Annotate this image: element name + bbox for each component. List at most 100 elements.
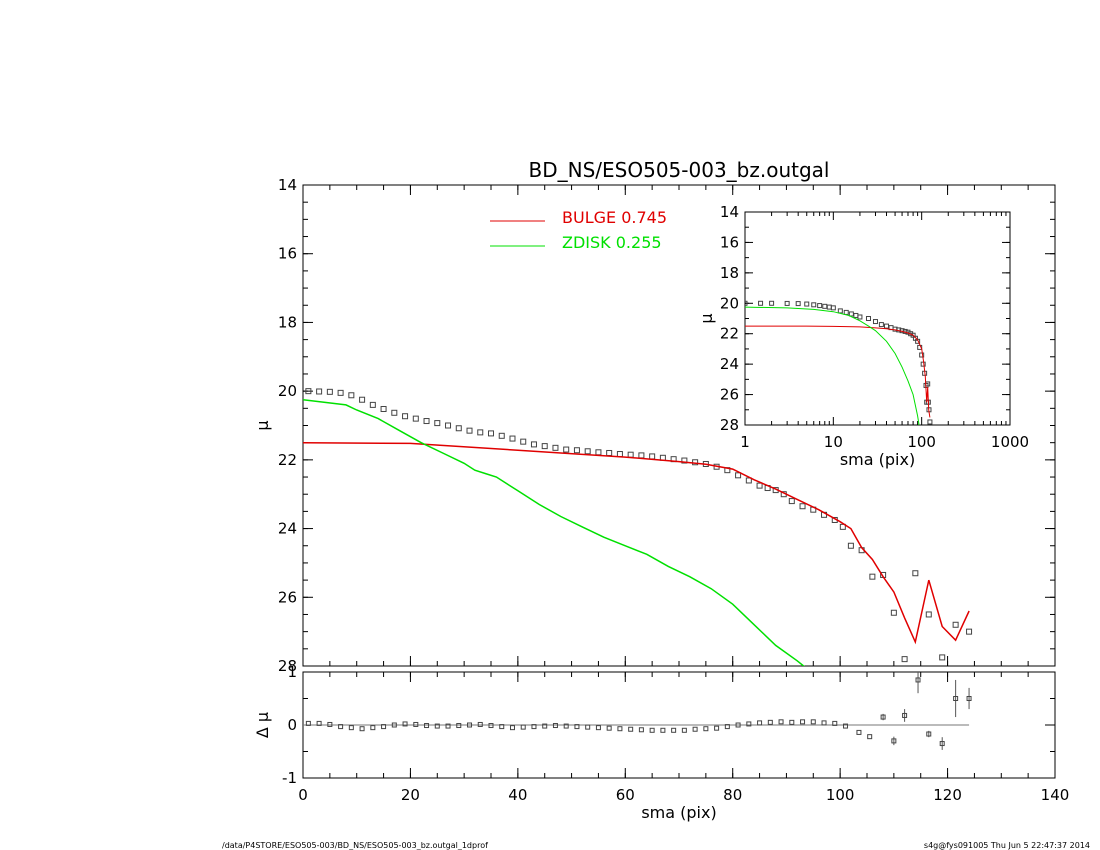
main-data-point — [348, 392, 355, 399]
residual-data-point — [359, 726, 365, 732]
main-data-point — [509, 435, 516, 442]
legend-bulge-name: BULGE — [562, 208, 616, 227]
main-data-point — [901, 656, 908, 663]
main-data-point — [488, 430, 494, 437]
main-ytick-label: 14 — [278, 176, 297, 194]
residual-data-point — [595, 725, 601, 731]
main-data-point — [477, 429, 484, 436]
legend-bulge-value: 0.745 — [621, 208, 667, 227]
main-data-point — [788, 498, 795, 505]
inset-data-point — [878, 322, 884, 328]
residual-data-point — [467, 722, 473, 728]
main-data-point — [616, 451, 623, 458]
inset-data-point — [872, 319, 878, 325]
main-data-point — [745, 477, 752, 484]
residual-data-point — [413, 721, 419, 727]
residual-data-point — [681, 727, 687, 733]
residual-data-point — [660, 727, 666, 733]
main-data-point — [552, 444, 559, 451]
residual-data-point — [456, 723, 462, 729]
residual-data-point — [714, 725, 720, 731]
inset-bulge-line — [745, 325, 931, 418]
residual-data-point — [424, 723, 430, 729]
main-ytick-label: 22 — [278, 451, 297, 469]
legend: BULGE 0.745 ZDISK 0.255 — [490, 208, 667, 252]
residual-data-point — [757, 720, 763, 726]
residual-data-point — [488, 723, 494, 729]
residual-data-point — [617, 726, 623, 732]
inset-data-point — [884, 323, 890, 329]
residual-series-group — [305, 672, 972, 750]
residual-data-point — [531, 724, 537, 730]
main-data-point — [966, 628, 973, 635]
main-data-point — [466, 427, 473, 434]
main-data-point — [847, 542, 854, 549]
main-data-point — [869, 573, 876, 580]
residual-data-point — [953, 696, 959, 701]
main-data-point — [735, 472, 742, 479]
inset-ytick-label: 18 — [720, 264, 739, 282]
residual-data-point — [789, 719, 795, 725]
main-data-point — [799, 503, 806, 510]
inset-data-point — [927, 419, 933, 425]
main-data-point — [369, 401, 376, 408]
residual-data-point — [305, 720, 311, 726]
main-data-point — [627, 451, 634, 458]
main-data-point — [756, 482, 763, 489]
inset-data-point — [837, 308, 843, 314]
main-data-point — [584, 448, 591, 455]
inset-ytick-label: 28 — [720, 416, 739, 434]
main-ytick-label: 28 — [278, 657, 297, 675]
main-data-point — [445, 422, 452, 429]
main-data-point — [649, 453, 656, 460]
inset-xtick-label: 1000 — [991, 433, 1029, 451]
main-data-point — [305, 388, 312, 395]
residual-data-point — [628, 726, 634, 732]
main-data-point — [563, 446, 570, 453]
inset-ytick-label: 20 — [720, 294, 739, 312]
residual-xtick-label: 20 — [401, 786, 420, 804]
inset-data-point — [865, 316, 871, 321]
residual-data-point — [891, 738, 897, 744]
residual-data-point — [832, 720, 838, 726]
main-data-point — [455, 425, 462, 432]
inset-data-point — [745, 300, 748, 306]
residual-xlabel: sma (pix) — [641, 803, 716, 822]
main-data-point — [839, 523, 846, 530]
residual-data-point — [926, 731, 932, 737]
residual-data-point — [327, 721, 333, 727]
residual-data-point — [703, 726, 709, 732]
inset-data-point — [822, 303, 828, 309]
residual-ytick-label: 0 — [287, 716, 297, 734]
main-profile-plot: 14 16 18 20 22 24 26 28 μ — [253, 176, 1056, 675]
main-data-point — [359, 396, 366, 403]
main-data-point — [316, 388, 323, 395]
chart-title: BD_NS/ESO505-003_bz.outgal — [529, 158, 830, 182]
main-data-point — [380, 406, 387, 413]
inset-ytick-label: 16 — [720, 233, 739, 251]
residual-data-point — [810, 719, 816, 725]
residual-data-point — [821, 720, 827, 726]
main-series-group — [303, 388, 973, 666]
main-data-point — [520, 438, 527, 445]
residual-data-point — [724, 724, 730, 730]
legend-zdisk-name: ZDISK — [562, 233, 611, 252]
residual-data-point — [915, 677, 921, 683]
main-data-point — [952, 621, 959, 628]
inset-data-point — [817, 303, 823, 309]
inset-ytick-label: 26 — [720, 386, 739, 404]
residual-xtick-label: 80 — [723, 786, 742, 804]
inset-data-point — [919, 352, 925, 358]
main-data-point — [606, 449, 613, 456]
residual-data-point — [778, 719, 784, 725]
inset-xtick-label: 1 — [740, 433, 750, 451]
main-data-point — [912, 570, 919, 577]
residual-data-point — [434, 723, 440, 729]
residual-data-point — [520, 724, 526, 730]
inset-data-point — [811, 302, 817, 308]
inset-data-point — [795, 301, 801, 307]
residual-data-point — [338, 724, 344, 730]
inset-series-group — [745, 300, 933, 425]
residual-data-point — [445, 723, 451, 729]
